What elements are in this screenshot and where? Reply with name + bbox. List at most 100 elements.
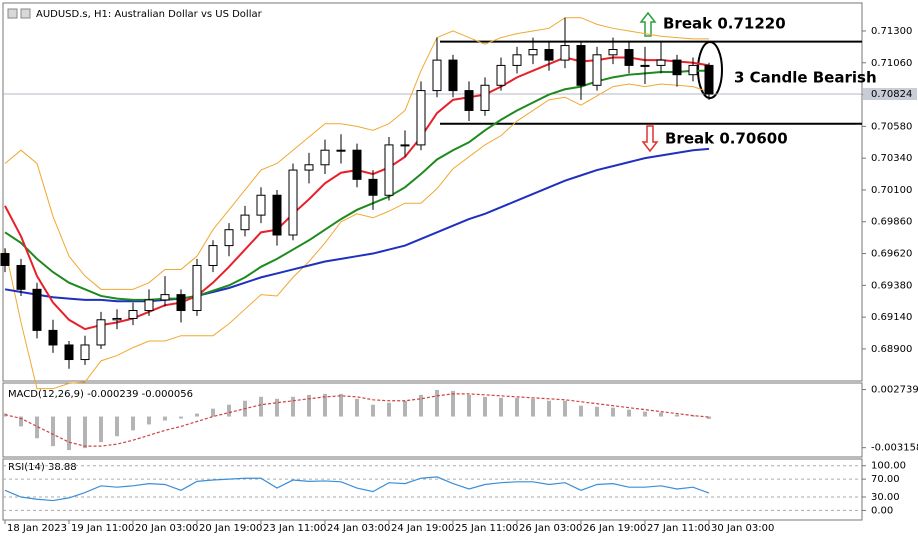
y-tick-label: 0.00 [871, 505, 893, 516]
overlay-line [4, 69, 709, 301]
macd-bar [371, 404, 375, 417]
macd-bar [51, 416, 55, 447]
x-tick-label: 20 Jan 19:00 [199, 523, 262, 534]
macd-bar [707, 416, 711, 419]
indicator-title: MACD(12,26,9) -0.000239 -0.000056 [8, 389, 193, 400]
candle-body [448, 59, 458, 92]
candle-body [496, 64, 506, 86]
candle-body [528, 49, 538, 56]
macd-bar [99, 416, 103, 443]
macd-bar [339, 393, 343, 417]
macd-bar [595, 406, 599, 417]
macd-bar [579, 405, 583, 417]
candle-body [560, 45, 570, 61]
candle-body [192, 264, 202, 312]
main-panel [2, 2, 863, 382]
y-tick-label: 0.70340 [871, 153, 912, 164]
x-tick-label: 18 Jan 2023 [7, 523, 67, 534]
candle-body [336, 149, 346, 152]
candle-body [480, 84, 490, 111]
x-tick-label: 25 Jan 11:00 [455, 523, 518, 534]
macd-bar [627, 409, 631, 417]
candle-body [688, 64, 698, 76]
current-price-label: 0.70824 [871, 89, 912, 100]
macd-bar [643, 411, 647, 417]
macd-bar [195, 413, 199, 417]
y-tick-label: 0.68900 [871, 344, 912, 355]
x-tick-label: 27 Jan 11:00 [647, 523, 710, 534]
x-tick-label: 23 Jan 11:00 [263, 523, 326, 534]
macd-bar [35, 416, 39, 439]
macd-signal [4, 393, 710, 447]
macd-bar [307, 394, 311, 417]
candle-body [464, 90, 474, 111]
macd-bar [675, 414, 679, 417]
macd-bar [483, 396, 487, 417]
y-tick-label: 30.00 [871, 492, 900, 503]
candle-body [576, 45, 586, 86]
macd-panel [2, 382, 863, 458]
level-label: Break 0.70600 [665, 130, 788, 148]
macd-bar [355, 398, 359, 417]
macd-bar [147, 416, 151, 425]
up-arrow [639, 11, 657, 37]
overlay-line [4, 83, 710, 390]
candle-body [320, 149, 330, 166]
candle-body [624, 49, 634, 66]
candle-body [512, 54, 522, 66]
candle-body [288, 169, 298, 236]
icon [20, 8, 31, 19]
candle-body [48, 329, 58, 346]
macd-bar [563, 400, 567, 417]
candle-body [272, 194, 282, 236]
macd-bar [499, 397, 503, 417]
macd-bar [547, 400, 551, 417]
overlay-line [4, 147, 710, 303]
candle-body [96, 319, 106, 346]
down-arrow [641, 125, 659, 153]
x-tick-label: 30 Jan 03:00 [711, 523, 774, 534]
x-tick-label: 24 Jan 03:00 [327, 523, 390, 534]
candle-body [592, 54, 602, 86]
y-tick-label: 0.71060 [871, 58, 912, 69]
macd-bar [515, 397, 519, 417]
macd-bar [419, 394, 423, 417]
candle-body [176, 294, 186, 312]
macd-bar [467, 394, 471, 417]
candle-body [0, 253, 10, 266]
candle-body [224, 229, 234, 247]
macd-bar [227, 404, 231, 417]
macd-bar [83, 416, 87, 449]
candle-body [128, 310, 138, 319]
candle-body [544, 49, 554, 61]
y-tick-label: 0.002739 [871, 385, 918, 396]
macd-bar [115, 416, 119, 437]
candle-body [144, 299, 154, 312]
y-tick-label: 0.70100 [871, 185, 912, 196]
candle-body [416, 90, 426, 146]
macd-bar [275, 398, 279, 417]
overlay-line [4, 17, 709, 290]
candle-body [352, 149, 362, 180]
macd-bar [659, 412, 663, 417]
candle-body [640, 64, 650, 67]
macd-bar [435, 389, 439, 417]
current-price-box [863, 88, 917, 101]
candle-body [64, 344, 74, 361]
x-tick-label: 26 Jan 03:00 [519, 523, 582, 534]
candle-body [112, 317, 122, 321]
candle-body [304, 164, 314, 171]
candle-body [208, 245, 218, 266]
chart-title: AUDUSD.s, H1: Australian Dollar vs US Do… [36, 9, 263, 20]
y-tick-label: 0.69620 [871, 249, 912, 260]
rsi-line [4, 476, 710, 502]
candle-body [608, 49, 618, 56]
y-tick-label: 0.71300 [871, 26, 912, 37]
x-tick-label: 19 Jan 11:00 [71, 523, 134, 534]
macd-bar [163, 416, 167, 421]
y-tick-label: 0.69140 [871, 312, 912, 323]
macd-bar [131, 416, 135, 431]
macd-bar [67, 416, 71, 451]
macd-bar [531, 398, 535, 417]
